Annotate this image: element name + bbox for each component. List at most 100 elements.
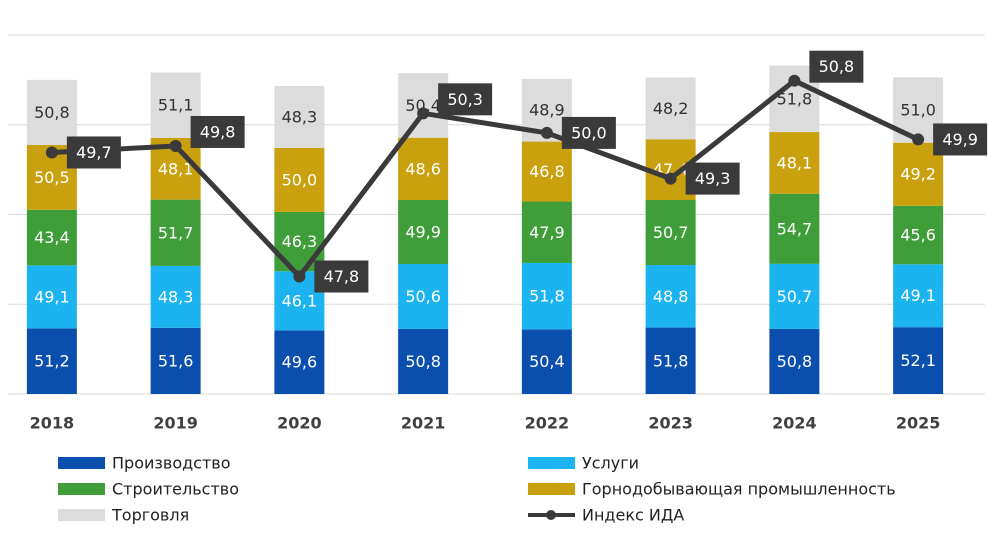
- bar-segment: [274, 85, 325, 148]
- bar-segment: [769, 328, 820, 394]
- value-label: 48,3: [282, 107, 318, 126]
- value-label: 51,2: [34, 352, 70, 371]
- value-label: 50,7: [777, 287, 813, 306]
- bar-segment: [521, 201, 572, 263]
- legend-label: Торговля: [111, 506, 189, 525]
- value-label: 49,6: [282, 353, 318, 372]
- bar-segment: [893, 327, 944, 394]
- value-label: 49,2: [900, 165, 936, 184]
- value-label: 48,3: [158, 287, 194, 306]
- value-label: 51,8: [529, 287, 565, 306]
- bar-segment: [26, 328, 77, 394]
- value-label: 48,1: [158, 159, 194, 178]
- legend-label: Горнодобывающая промышленность: [582, 480, 896, 499]
- value-label: 46,8: [529, 162, 565, 181]
- bar-segment: [150, 327, 201, 394]
- label-box: [438, 83, 493, 116]
- value-label: 51,6: [158, 351, 194, 370]
- line-point: [664, 172, 677, 185]
- value-label: 51,8: [777, 89, 813, 108]
- legend-swatch: [528, 457, 575, 469]
- bar-segment: [521, 262, 572, 330]
- legend-swatch: [528, 483, 575, 495]
- bar-segment: [150, 199, 201, 266]
- bar-segment: [769, 132, 820, 194]
- label-box: [933, 123, 988, 156]
- value-label: 50,8: [777, 352, 813, 371]
- value-label: 48,6: [405, 159, 441, 178]
- value-label: 48,8: [653, 287, 689, 306]
- value-label: 50,4: [529, 352, 565, 371]
- bar-segment: [645, 265, 696, 328]
- value-label: 51,8: [653, 351, 689, 370]
- x-tick-label: 2020: [277, 414, 322, 433]
- bar-segment: [521, 329, 572, 394]
- line-point: [45, 146, 58, 159]
- value-label: 48,1: [777, 153, 813, 172]
- line-value-label: 50,0: [571, 123, 607, 142]
- line-value-label: 50,8: [819, 57, 855, 76]
- line-value-label: 47,8: [324, 267, 360, 286]
- value-label: 52,1: [900, 351, 936, 370]
- legend-swatch: [58, 457, 105, 469]
- line-value-label: 49,8: [200, 122, 236, 141]
- legend-swatch: [58, 509, 105, 521]
- label-box: [66, 136, 121, 169]
- line-point: [169, 139, 182, 152]
- value-label: 45,6: [900, 226, 936, 245]
- value-label: 54,7: [777, 219, 813, 238]
- value-label: 46,1: [282, 291, 318, 310]
- label-box: [190, 115, 245, 148]
- value-label: 50,8: [405, 352, 441, 371]
- line-point: [912, 133, 925, 146]
- value-label: 50,5: [34, 168, 70, 187]
- bar-segment: [398, 137, 449, 201]
- bar-segment: [26, 79, 77, 146]
- legend-swatch: [58, 483, 105, 495]
- bar-segment: [398, 200, 449, 264]
- value-label: 51,0: [900, 101, 936, 120]
- bar-segment: [645, 200, 696, 266]
- value-label: 51,1: [158, 96, 194, 115]
- label-box: [561, 116, 616, 149]
- bar-segment: [645, 77, 696, 140]
- value-label: 48,2: [653, 99, 689, 118]
- x-tick-label: 2022: [525, 414, 570, 433]
- line-value-label: 50,3: [447, 90, 483, 109]
- bar-segment: [645, 327, 696, 394]
- bar-segment: [398, 328, 449, 394]
- value-label: 49,9: [405, 223, 441, 242]
- x-tick-label: 2023: [648, 414, 693, 433]
- x-tick-label: 2025: [896, 414, 941, 433]
- value-label: 49,1: [34, 287, 70, 306]
- legend-label: Производство: [112, 454, 231, 473]
- x-tick-label: 2019: [153, 414, 198, 433]
- legend-label: Услуги: [582, 454, 639, 473]
- label-box: [685, 162, 740, 195]
- value-label: 50,6: [405, 287, 441, 306]
- bar-segment: [274, 147, 325, 212]
- bar-segment: [893, 205, 944, 265]
- x-tick-label: 2018: [30, 414, 75, 433]
- line-value-label: 49,9: [942, 130, 978, 149]
- value-label: 50,0: [282, 170, 318, 189]
- legend-label: Строительство: [112, 480, 239, 499]
- bar-segment: [521, 141, 572, 202]
- bar-segment: [274, 330, 325, 394]
- value-label: 47,9: [529, 223, 565, 242]
- line: [51, 78, 920, 280]
- x-tick-label: 2021: [401, 414, 446, 433]
- value-label: 43,4: [34, 228, 70, 247]
- label-box: [314, 260, 369, 293]
- line-point: [417, 107, 430, 120]
- value-label: 46,3: [282, 232, 318, 251]
- value-label: 49,1: [900, 286, 936, 305]
- value-label: 51,7: [158, 223, 194, 242]
- bar-segment: [26, 265, 77, 329]
- bar-segment: [893, 264, 944, 328]
- value-label: 48,9: [529, 101, 565, 120]
- bar-segment: [26, 209, 77, 266]
- bar-segment: [769, 193, 820, 264]
- bar-segment: [769, 263, 820, 329]
